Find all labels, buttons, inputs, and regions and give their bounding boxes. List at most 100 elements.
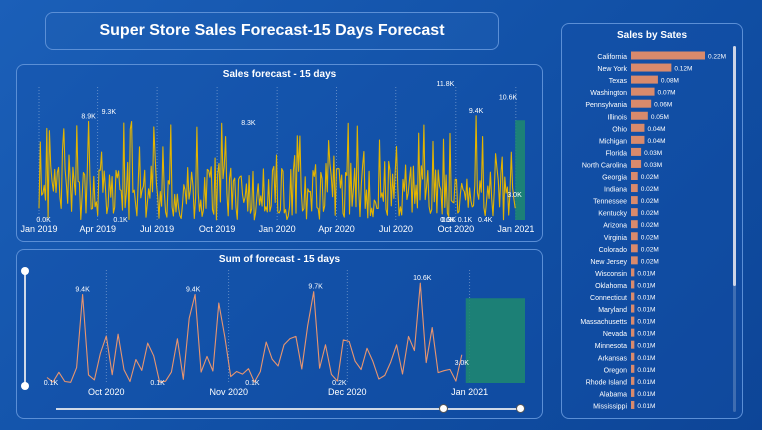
sum-forecast-panel[interactable]: Sum of forecast - 15 days Oct 2020 Nov 20… (16, 249, 543, 419)
state-bar[interactable] (631, 99, 652, 108)
state-bar[interactable] (631, 135, 645, 144)
state-bar[interactable] (631, 376, 635, 385)
state-label: Washington (590, 90, 627, 97)
data-label: 0.6K (440, 217, 455, 224)
state-value-label: 0.02M (641, 210, 659, 217)
x-tick-label: Jan 2020 (259, 224, 296, 234)
state-bar[interactable] (631, 159, 642, 168)
state-bar[interactable] (631, 208, 638, 217)
state-bar[interactable] (631, 388, 635, 397)
state-bar[interactable] (631, 172, 638, 180)
state-bar[interactable] (631, 280, 635, 289)
state-bar[interactable] (631, 196, 638, 205)
sales-forecast-chart[interactable]: Jan 2019 Apr 2019 Jul 2019 Oct 2019 Jan 2020… (17, 65, 544, 243)
state-bar[interactable] (631, 111, 648, 120)
state-bar[interactable] (631, 256, 638, 265)
states-scrollbar-thumb[interactable] (733, 46, 736, 286)
state-bar[interactable] (631, 352, 635, 361)
vertical-slider-bottom-handle[interactable] (21, 382, 29, 390)
state-label: Georgia (602, 175, 627, 182)
vertical-slider-top-handle[interactable] (21, 267, 29, 275)
state-bar[interactable] (631, 304, 635, 313)
state-label: Oklahoma (595, 283, 627, 290)
state-bar[interactable] (631, 364, 635, 373)
state-value-label: 0.01M (637, 379, 655, 386)
sum-forecast-chart[interactable]: Oct 2020 Nov 2020 Dec 2020 Jan 2021 0.1K 9.4K… (17, 250, 544, 420)
forecast-band (465, 298, 525, 383)
state-label: Arkansas (598, 355, 628, 362)
state-bar[interactable] (631, 51, 705, 60)
state-label: Minnesota (595, 343, 627, 350)
state-bar[interactable] (631, 340, 635, 349)
state-bar[interactable] (631, 292, 635, 301)
horizontal-slider-left-handle[interactable] (439, 404, 448, 413)
x-tick-label: Apr 2019 (79, 224, 116, 234)
data-label: 9.4K (75, 286, 90, 293)
state-value-label: 0.01M (637, 331, 655, 338)
state-bar[interactable] (631, 244, 638, 253)
data-label: 0.1K (245, 380, 260, 387)
x-tick-label: Jan 2019 (20, 224, 57, 234)
state-value-label: 0.01M (637, 295, 655, 302)
data-label: 8.9K (81, 113, 96, 120)
data-label: 0.2K (332, 380, 347, 387)
state-bar[interactable] (631, 147, 642, 156)
sales-by-states-panel[interactable]: Sales by Sates California 0.22M New York 0.… (561, 23, 743, 419)
state-value-label: 0.08M (661, 78, 679, 85)
state-bar[interactable] (631, 63, 672, 72)
state-label: Kentucky (598, 211, 627, 218)
state-value-label: 0.01M (637, 355, 655, 362)
state-bar[interactable] (631, 75, 658, 84)
x-tick-label: Apr 2020 (318, 224, 355, 234)
state-bar[interactable] (631, 268, 635, 277)
state-bar[interactable] (631, 220, 638, 229)
horizontal-slider-right-handle[interactable] (516, 404, 525, 413)
state-value-label: 0.02M (641, 198, 659, 205)
state-label: Alabama (599, 391, 627, 398)
state-value-label: 0.02M (641, 186, 659, 193)
state-bar[interactable] (631, 184, 638, 193)
state-value-label: 0.03M (644, 150, 662, 157)
state-label: Colorado (599, 247, 628, 254)
state-label: Mississippi (593, 403, 627, 410)
state-value-label: 0.02M (641, 234, 659, 241)
data-label: 10.6K (499, 95, 518, 102)
state-label: Oregon (604, 367, 627, 374)
state-label: New Jersey (590, 259, 627, 266)
data-label: 9.4K (186, 286, 201, 293)
state-value-label: 0.01M (637, 270, 655, 277)
data-label: 0.1K (44, 380, 59, 387)
data-label: 9.7K (308, 284, 323, 291)
state-bar[interactable] (631, 316, 635, 325)
state-bar[interactable] (631, 87, 655, 96)
x-tick-label: Jan 2021 (451, 387, 488, 397)
vertical-zoom-slider[interactable] (24, 272, 26, 386)
state-value-label: 0.04M (647, 126, 665, 133)
data-label: 0.1K (150, 380, 165, 387)
state-bar[interactable] (631, 400, 635, 409)
state-label: Rhode Island (586, 379, 627, 386)
dashboard-title-box: Super Store Sales Forecast-15 Days Forec… (45, 12, 499, 50)
sales-forecast-panel[interactable]: Sales forecast - 15 days Jan 2019 Apr 201… (16, 64, 543, 242)
data-label: 10.6K (413, 275, 432, 282)
data-label: 8.3K (241, 120, 256, 127)
state-bar[interactable] (631, 123, 645, 132)
series-line (46, 282, 463, 383)
state-bar[interactable] (631, 232, 638, 241)
state-value-label: 0.07M (658, 90, 676, 97)
state-value-label: 0.22M (708, 54, 726, 61)
state-label: Nevada (603, 331, 627, 338)
sales-by-states-chart[interactable]: California 0.22M New York 0.12M Texas 0.08M Wa… (562, 24, 732, 420)
state-label: Tennessee (593, 199, 627, 206)
data-label: 0.3K (441, 217, 456, 224)
state-label: Michigan (599, 138, 627, 145)
data-label: 0.0K (36, 217, 51, 224)
state-bar[interactable] (631, 328, 635, 337)
horizontal-zoom-slider[interactable] (56, 408, 522, 410)
state-value-label: 0.01M (637, 319, 655, 326)
state-value-label: 0.02M (641, 258, 659, 265)
x-tick-label: Dec 2020 (328, 387, 367, 397)
x-tick-label: Oct 2019 (199, 224, 236, 234)
state-value-label: 0.02M (641, 246, 659, 253)
state-value-label: 0.01M (637, 282, 655, 289)
